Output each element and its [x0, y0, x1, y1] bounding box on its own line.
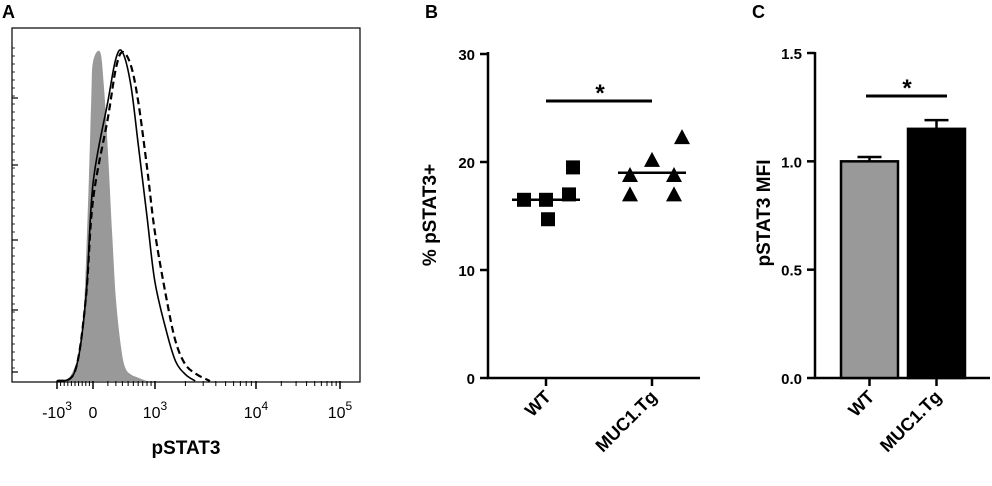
panel-a-frame	[11, 27, 361, 383]
b-category-label: MUC1.Tg	[592, 387, 661, 456]
panel-a-x-label: pSTAT3	[152, 438, 221, 459]
panel-a-x-ticks: -103 0 103 104 105	[42, 381, 353, 422]
panel-b-y-ticks: 0 10 20 30	[458, 47, 488, 388]
panel-c-significance-star: *	[902, 75, 912, 102]
histogram-isotype-filled	[57, 50, 147, 382]
panel-b-category-labels: WT MUC1.Tg	[521, 387, 661, 456]
b-category-label: WT	[521, 387, 555, 421]
panel-c-y-label: pSTAT3 MFI	[754, 160, 775, 267]
c-y-tick-label: 1.5	[781, 46, 802, 63]
b-point-wt	[541, 212, 555, 227]
c-bar	[839, 160, 900, 380]
panel-a-histograms	[56, 49, 211, 383]
b-y-tick-label: 30	[458, 47, 475, 64]
b-y-tick-label: 0	[467, 371, 475, 388]
b-point-wt	[562, 187, 576, 202]
b-point-muc1tg	[674, 129, 690, 145]
panel-c-bars	[839, 118, 967, 386]
a-x-tick-label: 105	[328, 399, 353, 422]
panel-b-y-label: % pSTAT3+	[420, 164, 441, 266]
panel-b-significance-star: *	[595, 80, 605, 107]
a-x-tick-label: 103	[143, 399, 168, 422]
b-point-muc1tg	[622, 166, 638, 182]
panel-c-letter: C	[752, 2, 765, 22]
c-bar	[906, 127, 967, 380]
panel-b-x-ticks	[544, 378, 654, 386]
b-point-muc1tg	[666, 166, 682, 182]
b-y-tick-label: 10	[458, 263, 475, 280]
a-x-tick-label: 0	[89, 405, 98, 422]
panel-a-y-ticks	[12, 47, 18, 373]
c-category-label: WT	[844, 387, 878, 421]
panel-c-y-ticks: 0.0 0.5 1.0 1.5	[781, 46, 815, 388]
panel-b-points	[517, 129, 690, 227]
panel-a: A -103 0 103 104 105 pSTAT3	[2, 2, 361, 459]
c-category-label: MUC1.Tg	[876, 387, 945, 456]
panel-b-medians	[512, 171, 686, 202]
b-point-muc1tg	[622, 186, 638, 202]
panel-b-letter: B	[425, 2, 438, 22]
c-y-tick-label: 0.5	[781, 263, 802, 280]
panel-b: B 0 10 20 30 * % pSTAT3+ WT MUC1.Tg	[420, 2, 700, 456]
c-y-tick-label: 1.0	[781, 154, 802, 171]
histogram-wt-solid	[56, 49, 196, 382]
c-y-tick-label: 0.0	[781, 371, 802, 388]
b-y-tick-label: 20	[458, 155, 475, 172]
panel-a-letter: A	[2, 2, 15, 22]
b-point-muc1tg	[666, 186, 682, 202]
a-x-tick-label: -103	[42, 399, 72, 422]
b-point-muc1tg	[644, 151, 660, 167]
b-point-wt	[566, 160, 580, 175]
a-x-tick-label: 104	[244, 399, 269, 422]
histogram-muc1tg-dashed	[56, 50, 211, 383]
